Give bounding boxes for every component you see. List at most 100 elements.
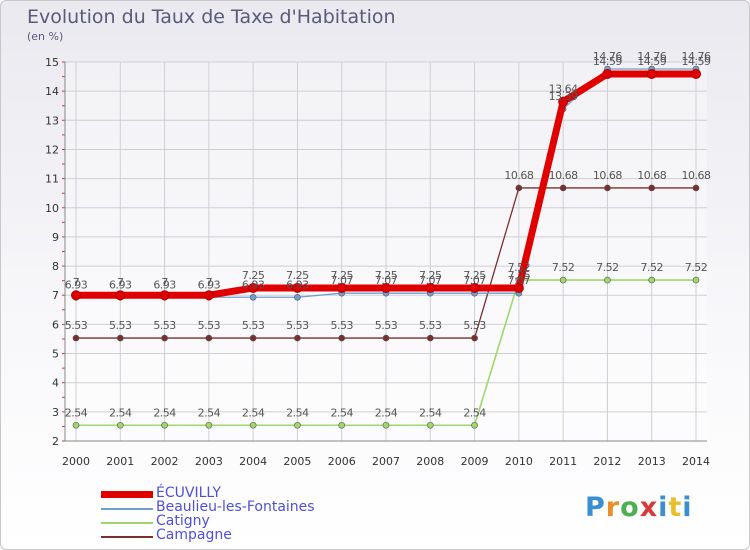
data-label: 7.25 — [463, 269, 486, 282]
proxiti-logo: Proxiti — [585, 492, 693, 523]
data-label: 5.53 — [330, 319, 353, 332]
unit-label: (en %) — [27, 30, 64, 43]
series-point-2 — [604, 276, 611, 284]
data-label: 2.54 — [198, 406, 221, 419]
series-point-2 — [72, 421, 80, 429]
data-label: 14.59 — [593, 55, 622, 68]
series-point-3 — [559, 184, 567, 192]
data-label: 5.53 — [242, 319, 265, 332]
series-point-3 — [426, 334, 434, 342]
data-label: 6.93 — [286, 278, 309, 291]
series-point-0 — [292, 282, 303, 293]
series-point-2 — [382, 421, 390, 429]
y-tick-label: 3 — [52, 406, 59, 419]
data-label: 5.53 — [109, 319, 132, 332]
data-label: 7.07 — [419, 274, 442, 287]
data-label: 2.54 — [286, 406, 309, 419]
y-tick-label: 10 — [45, 202, 59, 215]
x-tick-label: 2008 — [416, 455, 444, 468]
series-point-0 — [203, 290, 214, 301]
data-label: 6.93 — [65, 278, 88, 291]
y-tick-label: 4 — [52, 377, 59, 390]
series-point-0 — [513, 282, 524, 293]
series-point-2 — [648, 276, 656, 284]
legend-item: Beaulieu-les-Fontaines — [101, 499, 361, 515]
series-point-3 — [604, 184, 611, 192]
x-tick-label: 2002 — [151, 455, 179, 468]
series-point-0 — [425, 282, 436, 293]
data-label: 7 — [117, 276, 124, 289]
data-label: 5.53 — [375, 319, 398, 332]
data-label: 5.53 — [286, 319, 309, 332]
series-point-2 — [249, 421, 257, 429]
data-label: 7.25 — [286, 269, 309, 282]
y-tick-label: 9 — [52, 231, 59, 244]
data-label: 7.52 — [596, 261, 619, 274]
y-tick-label: 2 — [52, 435, 59, 448]
series-point-2 — [338, 421, 346, 429]
chart-title: Evolution du Taux de Taxe d'Habitation — [27, 6, 396, 28]
legend-swatch — [101, 536, 153, 538]
series-point-2 — [471, 421, 478, 429]
series-point-2 — [559, 276, 567, 284]
series-point-3 — [382, 334, 390, 342]
series-point-0 — [646, 68, 657, 79]
series-point-3 — [692, 184, 700, 192]
data-label: 7 — [161, 276, 168, 289]
legend-label: Campagne — [156, 527, 232, 543]
x-tick-label: 2007 — [372, 455, 400, 468]
data-label: 6.93 — [198, 278, 221, 291]
data-label: 13.39 — [549, 90, 578, 103]
data-label: 7.07 — [463, 274, 486, 287]
x-tick-label: 2005 — [283, 455, 311, 468]
series-point-3 — [205, 334, 213, 342]
data-label: 2.54 — [242, 406, 265, 419]
x-tick-label: 2003 — [195, 455, 223, 468]
legend-item: ÉCUVILLY — [101, 485, 361, 501]
series-point-0 — [248, 282, 259, 293]
x-tick-label: 2009 — [461, 455, 489, 468]
data-label: 2.54 — [419, 406, 442, 419]
series-point-3 — [338, 334, 346, 342]
data-label: 5.53 — [198, 319, 221, 332]
data-label: 10.68 — [504, 169, 533, 182]
data-label: 6.93 — [153, 278, 176, 291]
series-point-2 — [205, 421, 213, 429]
series-point-0 — [115, 290, 126, 301]
legend-swatch — [101, 522, 153, 524]
data-label: 14.76 — [593, 50, 622, 63]
legend-swatch — [101, 508, 153, 510]
series-point-0 — [602, 68, 613, 79]
series-point-2 — [116, 421, 124, 429]
series-point-2 — [692, 276, 700, 284]
y-tick-label: 13 — [45, 114, 59, 127]
series-point-2 — [161, 421, 168, 429]
data-label: 14.59 — [682, 55, 711, 68]
data-label: 13.64 — [549, 83, 578, 96]
series-point-0 — [558, 96, 569, 107]
series-point-0 — [691, 68, 701, 79]
series-point-0 — [159, 290, 170, 301]
data-label: 10.68 — [682, 169, 711, 182]
y-tick-label: 11 — [45, 173, 59, 186]
x-tick-label: 2012 — [593, 455, 621, 468]
data-label: 7.52 — [640, 261, 663, 274]
data-label: 2.54 — [375, 406, 398, 419]
data-label: 6.93 — [109, 278, 132, 291]
legend-item: Campagne — [101, 527, 361, 543]
series-point-3 — [72, 334, 80, 342]
y-tick-label: 14 — [45, 85, 59, 98]
series-point-0 — [336, 282, 347, 293]
y-tick-label: 12 — [45, 143, 59, 156]
data-label: 7.52 — [508, 261, 531, 274]
legend-item: Catigny — [101, 513, 361, 529]
data-label: 5.53 — [153, 319, 176, 332]
data-label: 7.52 — [552, 261, 575, 274]
data-label: 7.25 — [242, 269, 265, 282]
series-point-3 — [249, 334, 257, 342]
x-tick-label: 2010 — [505, 455, 533, 468]
series-point-1 — [249, 293, 257, 301]
y-tick-label: 6 — [52, 318, 59, 331]
x-tick-label: 2006 — [328, 455, 356, 468]
